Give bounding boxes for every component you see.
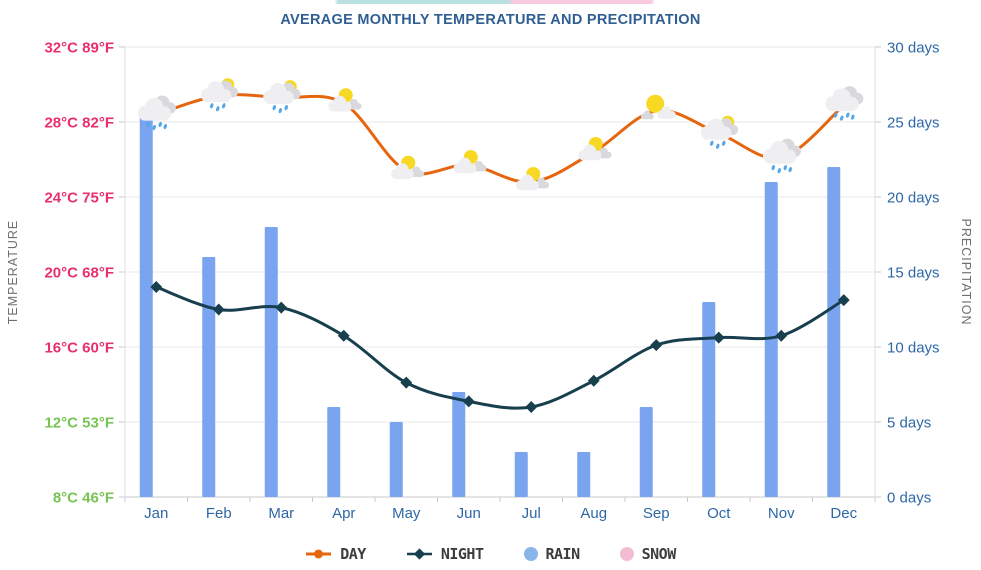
y-left-axis-title: TEMPERATURE (6, 220, 20, 325)
weather-icon-sun-cloud (516, 167, 550, 191)
month-labels: Jan Feb Mar Apr May Jun Jul Aug Sep Oct Nov Dec (144, 505, 857, 522)
legend-item-night[interactable]: NIGHT (406, 545, 484, 563)
legend-label-snow: SNOW (641, 545, 677, 563)
legend-label-day: DAY (340, 545, 366, 563)
month-label: Feb (206, 505, 232, 522)
y-left-tick-label: 24°C 75°F (44, 190, 114, 207)
rain-bar (639, 407, 653, 497)
y-right-axis-title: PRECIPITATION (959, 219, 973, 326)
night-point (650, 339, 663, 352)
weather-icon-sun-big-cloud (641, 94, 676, 120)
month-label: Sep (643, 505, 670, 522)
rain-bar (577, 452, 591, 497)
y-left-tick-label: 12°C 53°F (44, 415, 114, 432)
chart-subtitle: AVERAGE MONTHLY TEMPERATURE AND PRECIPIT… (280, 12, 701, 28)
weather-icon-sun-cloud (453, 150, 487, 174)
rain-bar (764, 182, 778, 497)
month-label: Jan (144, 505, 168, 522)
month-label: May (392, 505, 421, 522)
weather-icons (138, 78, 864, 191)
y-left-tick-label: 20°C 68°F (44, 265, 114, 282)
weather-icon-sun-cloud-rain (200, 78, 239, 112)
gridlines (119, 46, 881, 502)
rain-bar (327, 407, 341, 497)
y-left-tick-label: 16°C 60°F (44, 340, 114, 357)
y-left-tick-label: 32°C 89°F (44, 40, 114, 57)
weather-icon-sun-cloud (391, 155, 425, 180)
night-point (525, 401, 538, 413)
rain-bar (827, 167, 841, 497)
legend: DAY NIGHT RAIN SNOW (0, 545, 981, 563)
y-right-tick-label: 5 days (887, 415, 931, 432)
weather-icon-sun-cloud-rain (263, 80, 301, 114)
night-point (275, 301, 288, 314)
night-point (462, 395, 475, 408)
rain-bar (202, 257, 216, 497)
rain-bar (514, 452, 528, 497)
y-right-tick-label: 30 days (887, 40, 940, 57)
month-label: Mar (268, 505, 294, 522)
day-line (154, 93, 846, 184)
weather-icon-sun-cloud (578, 137, 612, 161)
month-label: Aug (580, 505, 607, 522)
day-line-icon (306, 549, 332, 559)
night-point (400, 376, 413, 389)
y-right-tick-label: 20 days (887, 190, 940, 207)
rain-bar (264, 227, 278, 497)
rain-bar (702, 302, 716, 497)
y-right-tick-label: 15 days (887, 265, 940, 282)
night-line-icon (406, 548, 432, 560)
y-left-axis: 32°C 89°F 28°C 82°F 24°C 75°F 20°C 68°F 16°C… (44, 40, 114, 507)
legend-item-rain[interactable]: RAIN (523, 545, 581, 563)
month-label: Nov (768, 505, 795, 522)
clipped-page-title (320, 0, 680, 4)
rain-bars (139, 114, 841, 497)
weather-icon-sun-cloud (328, 88, 362, 112)
y-left-tick-label: 8°C 46°F (53, 490, 114, 507)
weather-icon-sun-cloud-rain (700, 115, 739, 149)
y-right-tick-label: 25 days (887, 115, 940, 132)
legend-item-snow[interactable]: SNOW (619, 545, 677, 563)
rain-dot-icon (523, 547, 538, 561)
y-right-tick-label: 10 days (887, 340, 940, 357)
legend-item-day[interactable]: DAY (305, 545, 366, 563)
month-label: Apr (332, 505, 355, 522)
rain-bar (139, 114, 153, 497)
weather-icon-rain-cloud (825, 86, 864, 121)
night-point (712, 331, 725, 344)
month-label: Jul (522, 505, 541, 522)
month-label: Jun (457, 505, 481, 522)
weather-icon-rain-cloud (763, 138, 801, 174)
rain-bar (389, 422, 403, 497)
night-point (775, 329, 788, 342)
night-point (837, 294, 850, 307)
y-right-axis: 30 days 25 days 20 days 15 days 10 days 5 day… (887, 40, 940, 507)
chart-canvas: 32°C 89°F 28°C 82°F 24°C 75°F 20°C 68°F 16°C… (6, 40, 973, 523)
y-left-tick-label: 28°C 82°F (44, 115, 114, 132)
rain-bar (452, 392, 466, 497)
weather-icon-rain-cloud (138, 95, 176, 131)
month-label: Dec (830, 505, 857, 522)
month-label: Oct (707, 505, 731, 522)
legend-label-rain: RAIN (545, 545, 581, 563)
legend-label-night: NIGHT (440, 545, 484, 563)
snow-dot-icon (619, 547, 634, 561)
night-line (150, 281, 850, 413)
night-point (337, 329, 350, 342)
night-point (587, 374, 600, 387)
y-right-tick-label: 0 days (887, 490, 931, 507)
